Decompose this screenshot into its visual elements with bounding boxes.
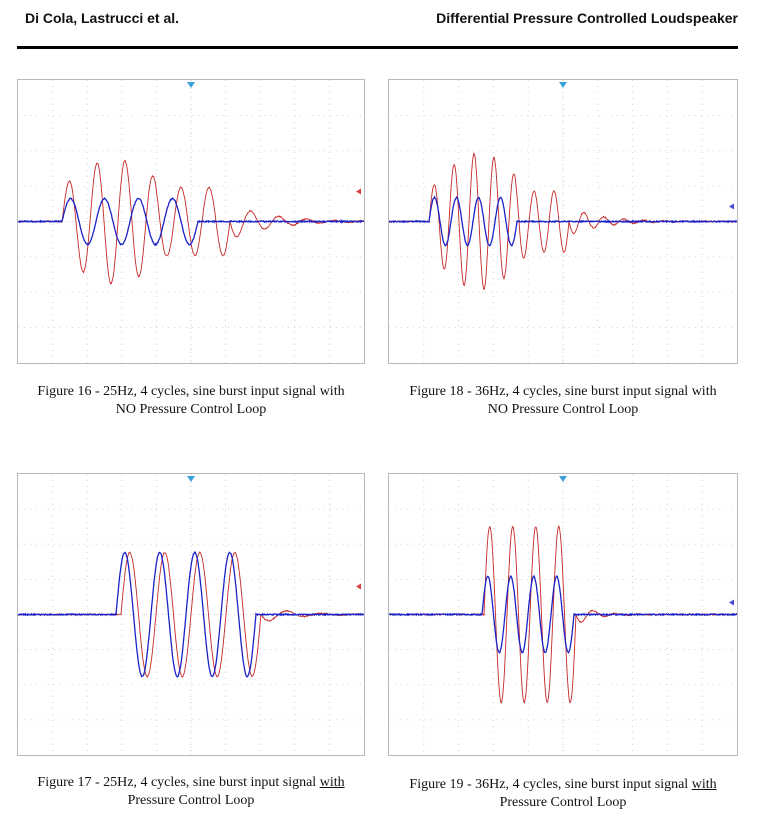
figure-19-caption-text: Figure 19 - 36Hz, 4 cycles, sine burst i…: [409, 777, 691, 792]
trigger-marker-icon: [559, 476, 567, 482]
figure-17-caption-text: Figure 17 - 25Hz, 4 cycles, sine burst i…: [37, 775, 319, 790]
figure-19-caption-line2: Pressure Control Loop: [382, 794, 744, 812]
figure-19-caption-line1: Figure 19 - 36Hz, 4 cycles, sine burst i…: [382, 776, 744, 794]
figure-17-caption-line2: Pressure Control Loop: [10, 792, 372, 810]
header-authors: Di Cola, Lastrucci et al.: [25, 10, 179, 26]
waveform-plot-19: [389, 474, 737, 755]
figure-16-caption-line1: Figure 16 - 25Hz, 4 cycles, sine burst i…: [10, 383, 372, 401]
channel-level-marker-icon: [729, 204, 734, 210]
waveform-plot-16: [18, 80, 364, 363]
header-title: Differential Pressure Controlled Loudspe…: [436, 10, 738, 26]
waveform-plot-17: [18, 474, 364, 755]
figure-18-caption-line2: NO Pressure Control Loop: [382, 401, 744, 419]
figure-18-caption: Figure 18 - 36Hz, 4 cycles, sine burst i…: [382, 383, 744, 419]
trigger-marker-icon: [187, 82, 195, 88]
channel-level-marker-icon: [356, 584, 361, 590]
oscilloscope-figure-19: [388, 473, 738, 756]
figure-17-caption-with: with: [320, 775, 345, 790]
waveform-plot-18: [389, 80, 737, 363]
channel-level-marker-icon: [729, 600, 734, 606]
figure-16-caption: Figure 16 - 25Hz, 4 cycles, sine burst i…: [10, 383, 372, 419]
figure-18-caption-line1: Figure 18 - 36Hz, 4 cycles, sine burst i…: [382, 383, 744, 401]
trigger-marker-icon: [187, 476, 195, 482]
oscilloscope-figure-16: [17, 79, 365, 364]
figure-16-caption-line2: NO Pressure Control Loop: [10, 401, 372, 419]
oscilloscope-figure-18: [388, 79, 738, 364]
figure-17-caption-line1: Figure 17 - 25Hz, 4 cycles, sine burst i…: [10, 774, 372, 792]
oscilloscope-figure-17: [17, 473, 365, 756]
figure-17-caption: Figure 17 - 25Hz, 4 cycles, sine burst i…: [10, 774, 372, 810]
channel-level-marker-icon: [356, 189, 361, 195]
figure-19-caption: Figure 19 - 36Hz, 4 cycles, sine burst i…: [382, 776, 744, 812]
trigger-marker-icon: [559, 82, 567, 88]
figure-19-caption-with: with: [692, 777, 717, 792]
page-header: Di Cola, Lastrucci et al. Differential P…: [17, 0, 738, 49]
